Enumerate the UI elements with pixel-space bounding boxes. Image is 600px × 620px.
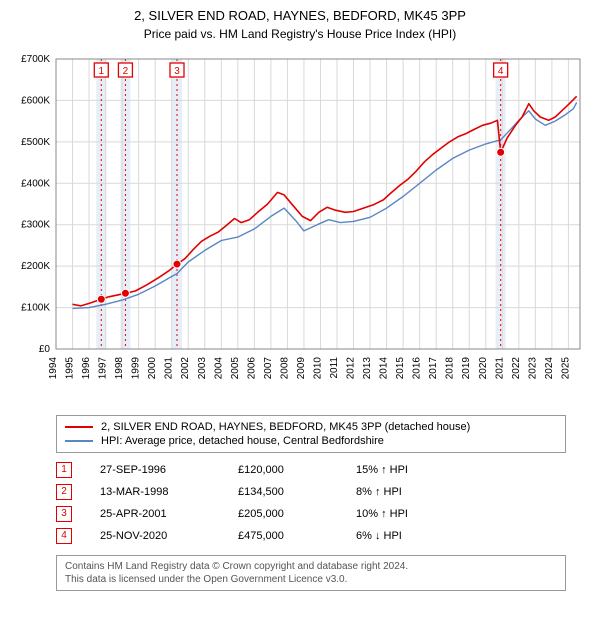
svg-text:3: 3: [174, 66, 180, 77]
svg-text:£200K: £200K: [21, 261, 50, 272]
svg-text:1994: 1994: [48, 356, 59, 379]
legend: 2, SILVER END ROAD, HAYNES, BEDFORD, MK4…: [56, 415, 566, 453]
sale-diff: 15% ↑ HPI: [356, 464, 436, 476]
svg-text:4: 4: [498, 66, 504, 77]
legend-label: 2, SILVER END ROAD, HAYNES, BEDFORD, MK4…: [101, 421, 470, 433]
sale-row: 4 25-NOV-2020 £475,000 6% ↓ HPI: [56, 525, 566, 547]
svg-text:2014: 2014: [379, 356, 390, 379]
line-chart-svg: £0 £100K £200K £300K £400K £500K £600K £700K 199…: [10, 49, 590, 409]
svg-text:2025: 2025: [560, 356, 571, 379]
svg-text:2022: 2022: [511, 356, 522, 379]
svg-text:2003: 2003: [197, 356, 208, 379]
sale-badge: 2: [56, 484, 72, 500]
legend-item: HPI: Average price, detached house, Cent…: [65, 434, 557, 448]
chart-plot: £0 £100K £200K £300K £400K £500K £600K £700K 199…: [10, 49, 590, 409]
footer-line: Contains HM Land Registry data © Crown c…: [65, 560, 557, 573]
sale-date: 25-NOV-2020: [100, 530, 210, 542]
svg-text:2001: 2001: [164, 356, 175, 379]
sale-price: £120,000: [238, 464, 328, 476]
svg-text:2002: 2002: [180, 356, 191, 379]
sale-diff: 6% ↓ HPI: [356, 530, 436, 542]
svg-text:1995: 1995: [65, 356, 76, 379]
sales-table: 1 27-SEP-1996 £120,000 15% ↑ HPI 2 13-MAR-199…: [56, 459, 566, 547]
chart-title: 2, SILVER END ROAD, HAYNES, BEDFORD, MK4…: [10, 8, 590, 25]
sale-price: £134,500: [238, 486, 328, 498]
svg-text:1997: 1997: [98, 356, 109, 379]
svg-text:1998: 1998: [114, 356, 125, 379]
svg-text:£0: £0: [39, 344, 51, 355]
svg-text:£600K: £600K: [21, 95, 50, 106]
svg-text:2000: 2000: [147, 356, 158, 379]
svg-text:2008: 2008: [279, 356, 290, 379]
svg-text:£400K: £400K: [21, 178, 50, 189]
svg-text:2007: 2007: [263, 356, 274, 379]
svg-text:2024: 2024: [544, 356, 555, 379]
sale-diff: 8% ↑ HPI: [356, 486, 436, 498]
sale-price: £205,000: [238, 508, 328, 520]
svg-text:2013: 2013: [362, 356, 373, 379]
svg-text:2006: 2006: [246, 356, 257, 379]
sale-price: £475,000: [238, 530, 328, 542]
sale-date: 13-MAR-1998: [100, 486, 210, 498]
sale-date: 25-APR-2001: [100, 508, 210, 520]
svg-text:2023: 2023: [527, 356, 538, 379]
legend-item: 2, SILVER END ROAD, HAYNES, BEDFORD, MK4…: [65, 420, 557, 434]
svg-text:2010: 2010: [312, 356, 323, 379]
svg-text:2021: 2021: [494, 356, 505, 379]
svg-text:2018: 2018: [445, 356, 456, 379]
svg-text:2: 2: [123, 66, 129, 77]
svg-text:2019: 2019: [461, 356, 472, 379]
legend-label: HPI: Average price, detached house, Cent…: [101, 435, 384, 447]
legend-swatch: [65, 440, 93, 442]
footer-line: This data is licensed under the Open Gov…: [65, 573, 557, 586]
svg-text:2012: 2012: [346, 356, 357, 379]
sale-badge: 4: [56, 528, 72, 544]
svg-text:£100K: £100K: [21, 302, 50, 313]
sale-badge: 3: [56, 506, 72, 522]
svg-text:£500K: £500K: [21, 137, 50, 148]
svg-text:2011: 2011: [329, 356, 340, 378]
svg-text:2004: 2004: [213, 356, 224, 379]
sale-date: 27-SEP-1996: [100, 464, 210, 476]
svg-text:1: 1: [99, 66, 105, 77]
sale-row: 2 13-MAR-1998 £134,500 8% ↑ HPI: [56, 481, 566, 503]
sale-diff: 10% ↑ HPI: [356, 508, 436, 520]
svg-text:2016: 2016: [412, 356, 423, 379]
svg-text:£300K: £300K: [21, 220, 50, 231]
svg-text:2017: 2017: [428, 356, 439, 379]
legend-swatch: [65, 426, 93, 428]
sale-row: 3 25-APR-2001 £205,000 10% ↑ HPI: [56, 503, 566, 525]
svg-text:1999: 1999: [131, 356, 142, 379]
svg-text:2009: 2009: [296, 356, 307, 379]
chart-container: 2, SILVER END ROAD, HAYNES, BEDFORD, MK4…: [0, 0, 600, 599]
svg-text:2015: 2015: [395, 356, 406, 379]
svg-text:2020: 2020: [478, 356, 489, 379]
chart-subtitle: Price paid vs. HM Land Registry's House …: [10, 27, 590, 41]
svg-text:1996: 1996: [81, 356, 92, 379]
sale-row: 1 27-SEP-1996 £120,000 15% ↑ HPI: [56, 459, 566, 481]
sale-badge: 1: [56, 462, 72, 478]
svg-text:2005: 2005: [230, 356, 241, 379]
footer-attribution: Contains HM Land Registry data © Crown c…: [56, 555, 566, 591]
svg-text:£700K: £700K: [21, 54, 50, 65]
